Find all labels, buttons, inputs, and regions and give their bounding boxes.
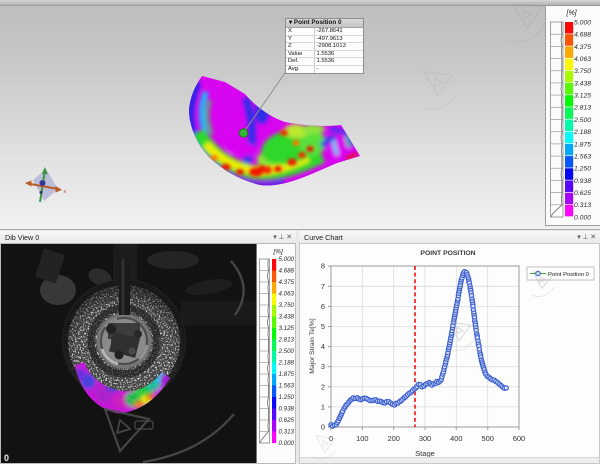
svg-text:2: 2: [321, 382, 325, 391]
svg-text:5: 5: [321, 322, 325, 331]
svg-text:Stage: Stage: [415, 449, 435, 458]
svg-text:0.313: 0.313: [574, 202, 591, 209]
svg-text:2.500: 2.500: [278, 348, 295, 355]
svg-text:0.000: 0.000: [279, 440, 295, 447]
svg-text:6: 6: [321, 302, 325, 311]
svg-text:1.875: 1.875: [574, 141, 591, 148]
svg-text:3.750: 3.750: [574, 68, 591, 75]
svg-text:[%]: [%]: [273, 249, 283, 256]
svg-text:4.375: 4.375: [574, 44, 591, 51]
svg-text:2.188: 2.188: [278, 360, 295, 367]
svg-text:POINT POSITION: POINT POSITION: [420, 250, 475, 257]
svg-text:0.938: 0.938: [574, 178, 591, 185]
svg-text:2.813: 2.813: [278, 337, 295, 344]
svg-text:0: 0: [329, 434, 333, 443]
svg-text:[%]: [%]: [566, 10, 578, 17]
svg-text:0.625: 0.625: [279, 417, 295, 424]
svg-text:4.375: 4.375: [279, 279, 295, 286]
svg-text:2.188: 2.188: [573, 129, 591, 136]
svg-text:3: 3: [321, 362, 325, 371]
svg-text:3.750: 3.750: [279, 302, 295, 309]
svg-text:2.500: 2.500: [573, 117, 591, 124]
svg-text:3.125: 3.125: [279, 325, 295, 332]
svg-text:3.438: 3.438: [574, 80, 591, 87]
svg-text:400: 400: [450, 434, 462, 443]
svg-text:4: 4: [321, 342, 325, 351]
svg-text:5.000: 5.000: [279, 256, 295, 263]
svg-text:x: x: [64, 189, 67, 195]
svg-text:Major Strain Te[%]: Major Strain Te[%]: [309, 318, 316, 374]
svg-text:0: 0: [321, 423, 325, 432]
svg-text:1: 1: [321, 402, 325, 411]
svg-text:Point Position 0: Point Position 0: [548, 272, 590, 278]
svg-text:1.563: 1.563: [279, 383, 295, 390]
svg-text:4.688: 4.688: [279, 268, 295, 275]
svg-text:300: 300: [419, 434, 431, 443]
svg-text:3.438: 3.438: [279, 314, 295, 321]
svg-text:5.000: 5.000: [574, 19, 591, 26]
svg-text:0.625: 0.625: [574, 190, 591, 197]
svg-text:2.813: 2.813: [573, 105, 591, 112]
svg-text:0.938: 0.938: [279, 406, 295, 413]
svg-text:7: 7: [321, 282, 325, 291]
svg-text:8: 8: [321, 262, 325, 271]
svg-text:500: 500: [482, 434, 494, 443]
svg-text:1.563: 1.563: [574, 154, 591, 161]
svg-text:600: 600: [513, 434, 525, 443]
svg-text:4.688: 4.688: [574, 32, 591, 39]
svg-text:100: 100: [356, 434, 368, 443]
svg-text:0.313: 0.313: [279, 429, 295, 436]
svg-text:0.000: 0.000: [574, 214, 591, 221]
svg-text:3.125: 3.125: [574, 93, 591, 100]
svg-text:200: 200: [388, 434, 400, 443]
svg-text:1.250: 1.250: [279, 394, 295, 401]
svg-text:1.875: 1.875: [279, 371, 295, 378]
svg-text:4.063: 4.063: [574, 56, 591, 63]
svg-text:1.250: 1.250: [574, 166, 591, 173]
svg-text:4.063: 4.063: [279, 291, 295, 298]
svg-text:0: 0: [4, 453, 9, 463]
